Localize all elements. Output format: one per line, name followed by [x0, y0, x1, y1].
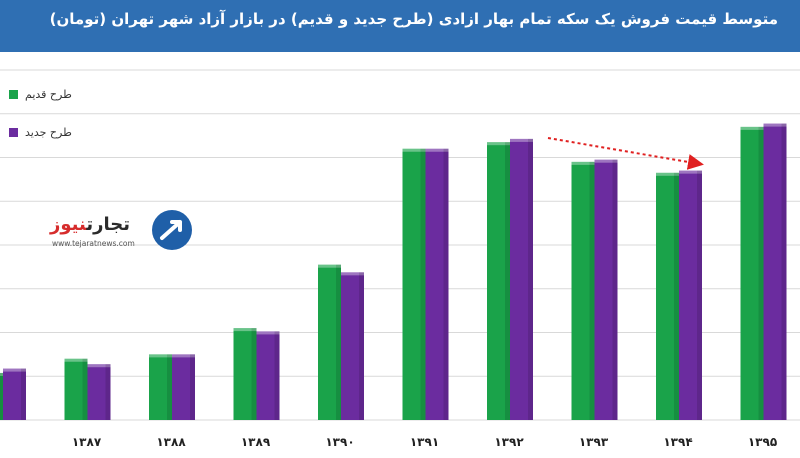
x-tick-label: ۱۳۹۵: [748, 435, 777, 449]
bar-new-design: [594, 159, 618, 420]
bar-old-design: [402, 148, 426, 420]
logo-name-part1: تجارت: [86, 214, 130, 235]
legend-swatch: [9, 128, 18, 137]
bar-new-design: [3, 368, 26, 420]
bar-old-design: [656, 172, 679, 420]
bar-old-design: [0, 372, 3, 420]
x-tick-label: ۱۳۹۳: [579, 435, 609, 449]
x-tick-label: ۱۳۹۲: [494, 435, 524, 449]
bar-new-design: [172, 354, 195, 420]
bar-new-design: [425, 148, 449, 420]
logo-name: تجارتنیوز: [50, 214, 130, 235]
bar-new-design: [341, 272, 364, 420]
logo-name-part2: نیوز: [50, 214, 87, 235]
bar-old-design: [318, 264, 341, 420]
bar-old-design: [233, 328, 257, 420]
x-tick-label: ۱۳۸۸: [156, 435, 186, 449]
x-tick-label: ۱۳۸۹: [241, 435, 271, 449]
trend-arrow: [547, 137, 704, 170]
legend-label: طرح جدید: [25, 126, 72, 139]
logo-url: www.tejaratnews.com: [52, 239, 135, 248]
bar-chart: ۱۳۸۷ ۱۳۸۸ ۱۳۸۹ ۱۳۹۰ ۱۳۹۱ ۱۳۹۲ ۱۳۹۳ ۱۳۹۴ ۱۳۹۵ طرح …: [0, 69, 800, 449]
chart-header: متوسط قیمت فروش یک سکه تمام بهار ازادی (…: [0, 0, 800, 54]
tejarat-news-logo: تجارتنیوز www.tejaratnews.com: [46, 206, 196, 256]
legend-label: طرح قدیم: [25, 88, 72, 101]
bar-new-design: [510, 138, 533, 420]
x-tick-label: ۱۳۸۷: [72, 435, 102, 449]
logo-arrow-icon: [152, 210, 192, 250]
bar-new-design: [256, 331, 280, 420]
x-tick-label: ۱۳۹۰: [325, 435, 354, 449]
chart-title: متوسط قیمت فروش یک سکه تمام بهار ازادی (…: [49, 10, 778, 28]
bar-new-design: [679, 170, 702, 420]
bar-new-design: [763, 123, 787, 420]
chart-area: ۱۳۸۷ ۱۳۸۸ ۱۳۸۹ ۱۳۹۰ ۱۳۹۱ ۱۳۹۲ ۱۳۹۳ ۱۳۹۴ ۱۳۹۵ طرح …: [0, 52, 800, 458]
x-tick-label: ۱۳۹۴: [663, 435, 692, 449]
legend-swatch: [9, 90, 18, 99]
bar-new-design: [87, 364, 111, 420]
bar-old-design: [487, 142, 510, 420]
bar-old-design: [740, 126, 764, 420]
x-tick-label: ۱۳۹۱: [410, 435, 439, 449]
bar-old-design: [64, 358, 88, 420]
bar-old-design: [571, 161, 595, 420]
bar-old-design: [149, 354, 172, 420]
